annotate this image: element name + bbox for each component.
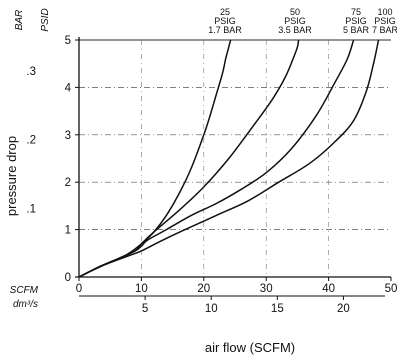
series-label-50-line-3: 3.5 BAR — [278, 25, 312, 35]
series-label-75-line-3: 5 BAR — [343, 25, 370, 35]
x2-tick-label-15: 15 — [271, 303, 284, 315]
x2-tick-label-20: 20 — [337, 303, 350, 315]
x-axis-title: air flow (SCFM) — [205, 340, 295, 355]
x2-tick-label-10: 10 — [205, 303, 218, 315]
y-tick-label-4: 4 — [65, 82, 72, 94]
series-curve-100-psig — [78, 39, 380, 278]
x-tick-label-0: 0 — [76, 283, 82, 295]
series-curve-25-psig — [78, 39, 232, 278]
y-tick-label-5: 5 — [65, 35, 71, 47]
y-tick-label-0: 0 — [65, 272, 71, 284]
series-curves — [78, 39, 380, 278]
series-label-50-line-2: PSIG — [284, 16, 306, 26]
y-axis-title: pressure drop — [4, 136, 19, 216]
series-label-75-line-2: PSIG — [345, 16, 367, 26]
series-label-100-line-1: 100 — [377, 7, 392, 17]
tick-labels: 01020304050510152025012345.1.2.3 — [26, 35, 397, 315]
x-tick-label-50: 50 — [385, 283, 397, 295]
x-unit-primary: SCFM — [10, 285, 39, 296]
series-curve-75-psig — [78, 39, 355, 278]
y-tick-label-2: 2 — [65, 177, 71, 189]
series-label-100-line-3: 7 BAR — [372, 25, 397, 35]
series-label-25-line-2: PSIG — [214, 16, 236, 26]
x2-tick-label-5: 5 — [142, 303, 148, 315]
y-unit-secondary: BAR — [14, 10, 25, 31]
grid — [79, 39, 391, 277]
x-tick-label-20: 20 — [197, 283, 210, 295]
x-tick-label-40: 40 — [322, 283, 335, 295]
series-label-25-line-1: 25 — [220, 7, 230, 17]
y2-tick-label-.3: .3 — [26, 66, 36, 78]
x-unit-secondary: dm³/s — [13, 299, 38, 310]
y-unit-primary: PSID — [40, 8, 51, 31]
x-tick-label-30: 30 — [260, 283, 273, 295]
y-tick-label-3: 3 — [65, 130, 71, 142]
series-label-50-line-1: 50 — [290, 7, 300, 17]
series-label-100-line-2: PSIG — [374, 16, 396, 26]
series-curve-50-psig — [78, 39, 300, 278]
y2-tick-label-.1: .1 — [26, 203, 36, 215]
y2-tick-label-.2: .2 — [26, 135, 36, 147]
series-label-25-line-3: 1.7 BAR — [208, 25, 242, 35]
axes — [75, 37, 392, 300]
y-tick-label-1: 1 — [65, 225, 71, 237]
x-tick-label-10: 10 — [135, 283, 148, 295]
series-label-75-line-1: 75 — [351, 7, 361, 17]
